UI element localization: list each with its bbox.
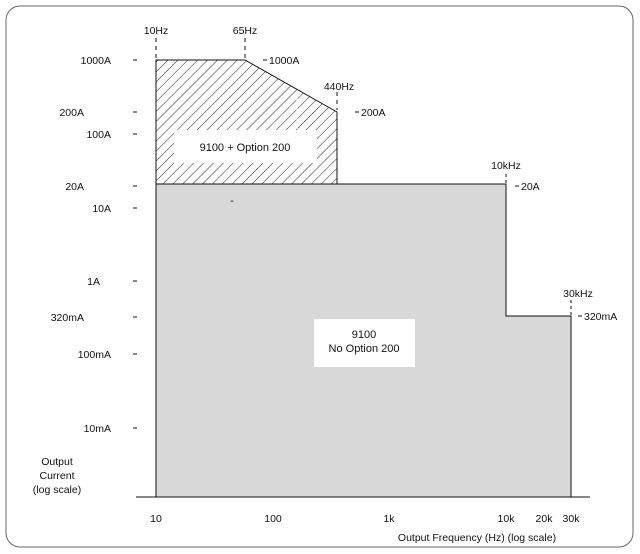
standard-label-line-1: 9100 (352, 329, 376, 341)
corner-label-10hz: 10Hz (144, 25, 169, 37)
y-tick-marks (133, 59, 137, 429)
y-tick-20a: 20A (65, 181, 84, 193)
option-200-region (155, 59, 338, 185)
corner-label-1000a: 1000A (269, 55, 299, 67)
corner-label-20a: 20A (521, 181, 540, 193)
corner-label-10khz: 10kHz (491, 160, 521, 172)
y-tick-1a: 1A (87, 276, 100, 288)
x-tick-100: 100 (264, 513, 282, 525)
y-tick-200a: 200A (59, 107, 84, 119)
corner-label-440hz: 440Hz (324, 81, 354, 93)
option-200-label-box (174, 130, 317, 163)
y-tick-10a: 10A (92, 203, 111, 215)
stray-dash-mark: - (230, 195, 234, 207)
corner-label-320ma: 320mA (584, 311, 617, 323)
standard-label-line-2: No Option 200 (329, 343, 400, 355)
corner-label-200a: 200A (361, 107, 386, 119)
y-tick-100ma: 100mA (78, 349, 111, 361)
corner-label-30khz: 30kHz (563, 288, 593, 300)
x-tick-10: 10 (150, 513, 162, 525)
x-tick-30k: 30k (563, 513, 581, 525)
standard-label-box (314, 319, 415, 367)
x-axis-title: Output Frequency (Hz) (log scale) (398, 532, 556, 544)
y-axis-title-line-3: (log scale) (33, 484, 81, 496)
x-tick-10k: 10k (498, 513, 516, 525)
y-axis-title-line-1: Output (41, 456, 73, 468)
y-tick-10ma: 10mA (84, 423, 111, 435)
x-tick-20k: 20k (536, 513, 554, 525)
corner-label-65hz: 65Hz (233, 25, 258, 37)
x-tick-1k: 1k (383, 513, 395, 525)
frame (5, 5, 634, 548)
y-tick-1000a: 1000A (81, 55, 111, 67)
y-axis-title-line-2: Current (39, 470, 74, 482)
option-200-label: 9100 + Option 200 (200, 142, 291, 154)
y-tick-320ma: 320mA (51, 312, 84, 324)
y-tick-100a: 100A (86, 129, 111, 141)
